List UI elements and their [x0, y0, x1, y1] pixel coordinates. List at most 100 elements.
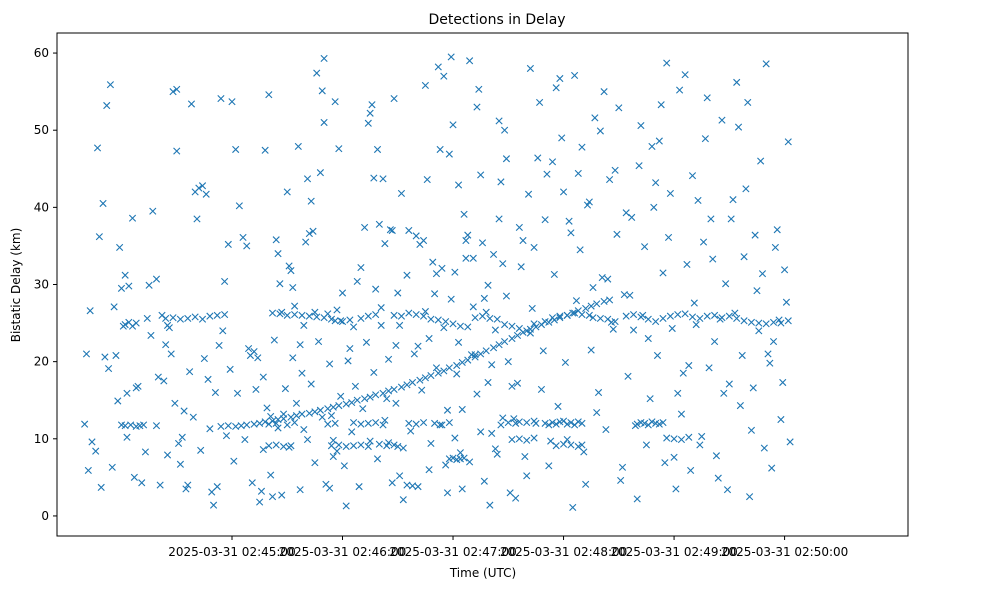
data-point-marker [615, 104, 623, 112]
data-point-marker [661, 459, 669, 467]
data-point-marker [305, 409, 313, 417]
data-point-marker [123, 389, 131, 397]
data-point-marker [399, 496, 407, 504]
data-point-marker [722, 280, 730, 288]
data-point-marker [412, 310, 420, 319]
data-point-marker [197, 446, 205, 454]
data-point-marker [663, 434, 671, 442]
data-point-marker [622, 312, 630, 320]
data-point-marker [519, 236, 527, 245]
data-point-marker [657, 101, 665, 109]
data-point-marker [688, 172, 697, 180]
data-point-marker [458, 485, 466, 493]
data-point-marker [449, 320, 457, 328]
data-point-marker [377, 304, 385, 312]
data-point-marker [451, 434, 459, 442]
data-point-marker [532, 419, 540, 427]
data-point-marker [471, 353, 479, 361]
data-point-marker [631, 422, 639, 430]
data-point-marker [309, 227, 317, 235]
data-point-marker [617, 476, 625, 485]
data-point-marker [372, 419, 380, 427]
data-point-marker [276, 280, 284, 288]
data-point-marker [755, 327, 763, 335]
data-point-marker [160, 377, 168, 385]
data-point-marker [698, 432, 706, 441]
data-point-marker [268, 309, 277, 317]
data-point-marker [184, 481, 192, 489]
data-point-marker [552, 84, 560, 92]
data-point-marker [425, 334, 433, 343]
data-point-marker [462, 236, 470, 245]
data-point-marker [281, 385, 289, 393]
data-point-marker [208, 488, 216, 496]
data-point-marker [464, 231, 472, 239]
data-point-marker [123, 433, 131, 441]
data-point-marker [666, 189, 674, 198]
data-point-marker [740, 253, 748, 261]
data-point-marker [620, 290, 628, 299]
data-point-marker [644, 315, 652, 323]
data-point-marker [709, 255, 717, 263]
data-point-marker [390, 94, 398, 103]
data-point-marker [397, 312, 406, 320]
data-point-marker [427, 315, 435, 323]
data-point-marker [305, 229, 313, 238]
data-point-marker [572, 297, 581, 305]
data-point-marker [366, 393, 374, 401]
data-point-marker [379, 389, 387, 397]
data-point-marker [233, 389, 242, 397]
data-point-marker [604, 275, 612, 283]
data-point-marker [491, 445, 499, 453]
data-point-marker [733, 78, 741, 86]
data-point-marker [326, 360, 334, 368]
data-point-marker [421, 374, 429, 382]
data-point-marker [119, 322, 127, 330]
data-point-marker [639, 311, 647, 319]
data-point-marker [156, 481, 164, 489]
data-point-marker [677, 410, 686, 418]
data-point-marker [176, 460, 185, 468]
data-point-marker [222, 432, 231, 440]
data-point-marker [361, 223, 369, 231]
data-point-marker [206, 312, 214, 320]
data-point-marker [256, 419, 264, 427]
data-point-marker [760, 444, 768, 452]
y-tick-label: 10 [34, 432, 49, 446]
data-point-marker [714, 474, 722, 482]
data-point-marker [666, 312, 674, 320]
data-point-marker [130, 473, 138, 481]
data-point-marker [552, 442, 560, 450]
data-point-marker [101, 353, 109, 361]
data-point-marker [217, 422, 225, 431]
data-point-marker [515, 418, 523, 426]
data-point-marker [460, 210, 468, 218]
data-point-marker [346, 316, 354, 324]
data-point-marker [569, 503, 577, 512]
data-point-marker [582, 304, 590, 313]
data-point-marker [563, 420, 571, 428]
data-point-marker [569, 309, 577, 317]
data-point-marker [191, 313, 199, 321]
data-point-marker [125, 282, 133, 290]
data-point-marker [664, 233, 673, 242]
x-tick-label: 2025-03-31 02:45:00 [168, 545, 295, 559]
data-point-marker [361, 395, 369, 403]
data-point-marker [646, 395, 654, 403]
data-point-marker [443, 406, 452, 414]
data-point-marker [600, 297, 608, 306]
data-point-marker [784, 317, 792, 325]
data-point-marker [521, 452, 529, 461]
data-point-marker [226, 365, 234, 373]
data-point-marker [206, 425, 214, 433]
data-point-marker [629, 326, 638, 334]
data-point-marker [633, 495, 641, 503]
data-point-marker [394, 289, 402, 297]
data-point-marker [716, 315, 724, 323]
data-point-marker [757, 157, 765, 165]
data-point-marker [780, 266, 789, 274]
data-point-marker [442, 317, 450, 326]
data-point-marker [351, 382, 359, 390]
data-point-marker [582, 480, 590, 488]
data-point-marker [707, 215, 715, 223]
